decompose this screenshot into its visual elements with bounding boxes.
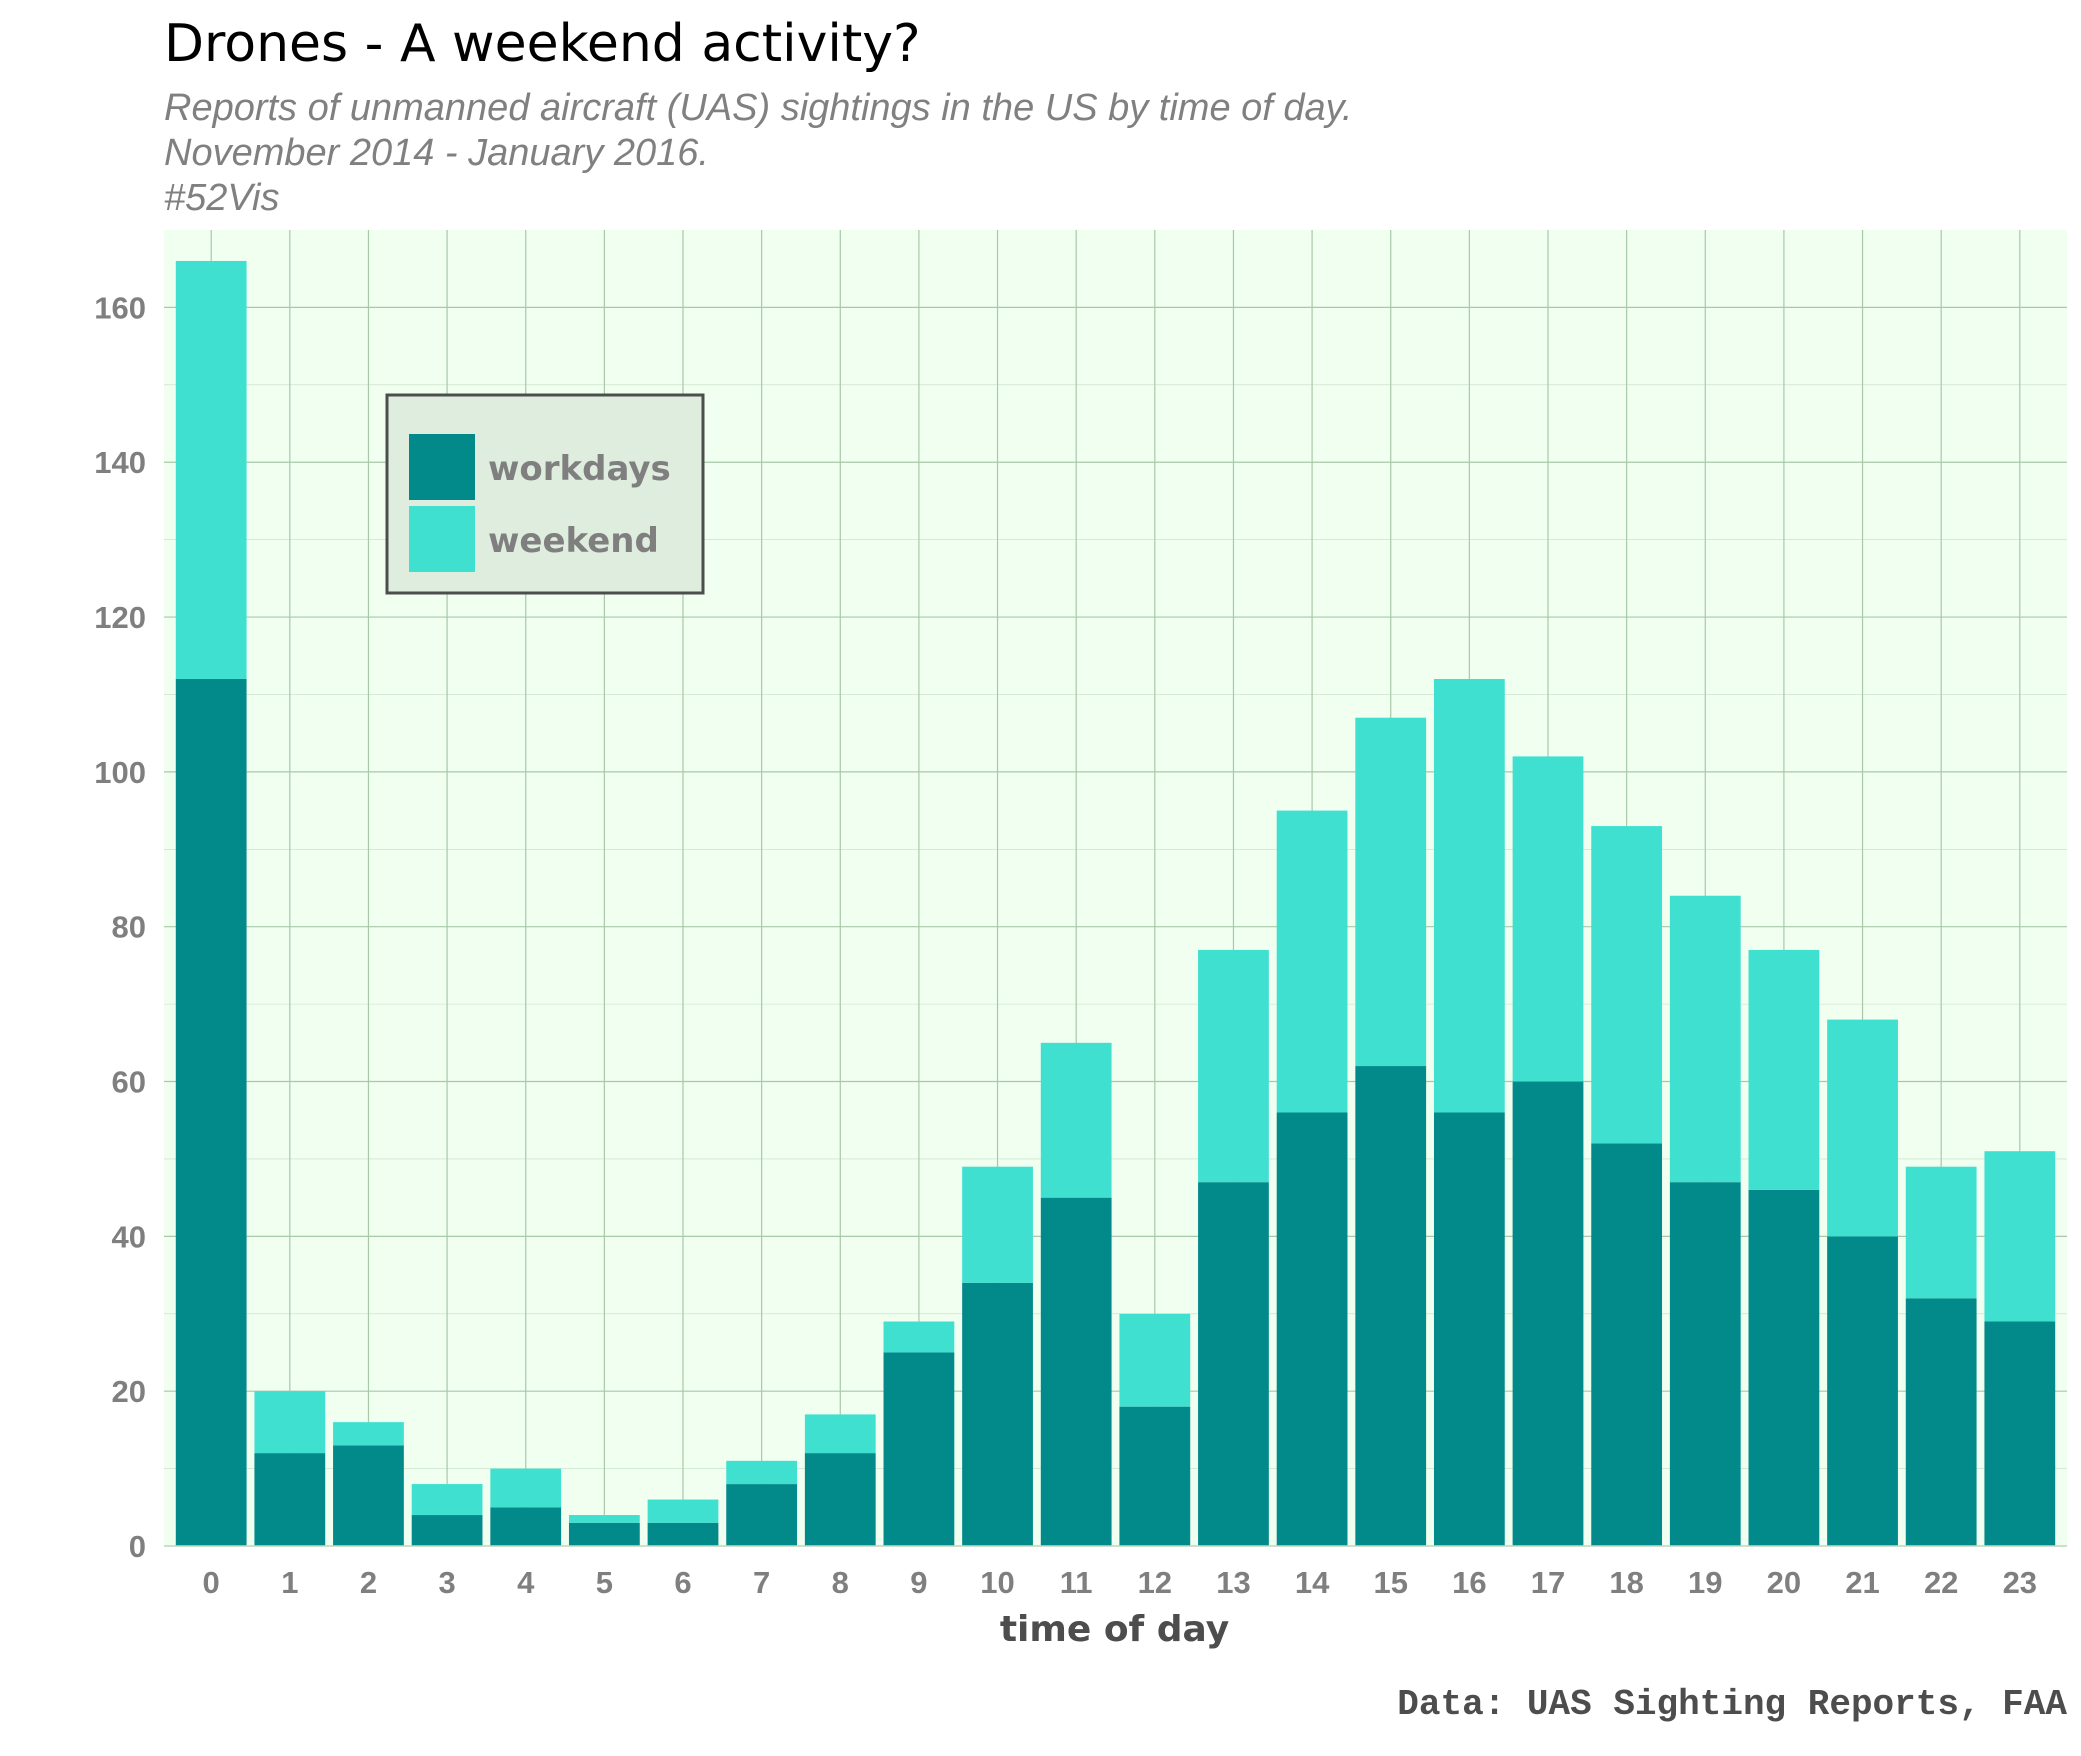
- bar-weekend: [1198, 949, 1269, 1183]
- bar-workdays: [1905, 1298, 1977, 1546]
- bar-workdays: [411, 1515, 483, 1546]
- x-tick-label: 19: [1688, 1565, 1722, 1600]
- x-tick-label: 7: [753, 1565, 770, 1600]
- bar-weekend: [411, 1484, 483, 1516]
- bar-weekend: [1905, 1166, 1977, 1299]
- x-tick-label: 17: [1531, 1565, 1565, 1600]
- subtitle-line: #52Vis: [164, 177, 280, 219]
- legend-label-workdays: workdays: [488, 449, 671, 489]
- x-tick-label: 18: [1609, 1565, 1643, 1600]
- legend: workdays weekend: [385, 393, 705, 595]
- subtitle-line: Reports of unmanned aircraft (UAS) sight…: [164, 87, 1353, 129]
- x-tick-label: 11: [1060, 1565, 1093, 1600]
- x-tick-label: 23: [2003, 1565, 2037, 1600]
- legend-key-workdays: [409, 434, 475, 500]
- subtitle-line: November 2014 - January 2016.: [164, 132, 709, 174]
- y-tick-label: 20: [112, 1374, 146, 1409]
- bar-workdays: [1591, 1143, 1663, 1546]
- bar-weekend: [726, 1460, 798, 1485]
- bar-workdays: [962, 1282, 1033, 1546]
- x-axis: 0 1 2 3 4 5 6 7 8 9 10 11 12 13 14 15 16 17 18 19 20 21 22 23: [203, 1565, 2038, 1600]
- bar-workdays: [254, 1453, 326, 1546]
- bar-weekend: [883, 1321, 955, 1353]
- y-tick-label: 40: [112, 1219, 146, 1254]
- bar-weekend: [490, 1468, 562, 1508]
- bar-weekend: [1512, 756, 1584, 1082]
- bar-workdays: [1669, 1182, 1741, 1546]
- bar-workdays: [568, 1522, 640, 1546]
- bars: [175, 260, 2056, 1546]
- bar-workdays: [1040, 1197, 1112, 1546]
- bar-weekend: [1119, 1313, 1191, 1407]
- bar-workdays: [1198, 1182, 1269, 1546]
- bar-weekend: [804, 1414, 876, 1454]
- x-tick-label: 21: [1845, 1565, 1879, 1600]
- bar-weekend: [647, 1499, 719, 1523]
- x-tick-label: 3: [438, 1565, 455, 1600]
- x-tick-label: 2: [360, 1565, 377, 1600]
- bar-weekend: [175, 260, 247, 679]
- chart-subtitle: Reports of unmanned aircraft (UAS) sight…: [164, 86, 1352, 221]
- bar-weekend: [1355, 717, 1427, 1067]
- bar-workdays: [647, 1522, 719, 1546]
- bar-weekend: [962, 1166, 1033, 1283]
- x-axis-title: time of day: [1000, 1609, 1229, 1650]
- y-tick-label: 120: [94, 600, 146, 635]
- bar-weekend: [1433, 678, 1505, 1113]
- bar-workdays: [1119, 1406, 1191, 1546]
- chart-title: Drones - A weekend activity?: [164, 14, 921, 74]
- bar-weekend: [254, 1391, 326, 1454]
- y-tick-label: 140: [94, 445, 146, 480]
- bar-weekend: [1276, 810, 1348, 1113]
- bar-workdays: [883, 1352, 955, 1546]
- bar-workdays: [1827, 1236, 1898, 1546]
- bar-weekend: [333, 1422, 404, 1446]
- bar-weekend: [1984, 1151, 2056, 1322]
- x-tick-label: 15: [1373, 1565, 1407, 1600]
- x-tick-label: 14: [1295, 1565, 1330, 1600]
- bar-workdays: [1748, 1189, 1820, 1546]
- y-tick-label: 80: [112, 910, 146, 945]
- x-tick-label: 9: [910, 1565, 927, 1600]
- bar-workdays: [804, 1453, 876, 1546]
- x-tick-label: 8: [832, 1565, 849, 1600]
- y-tick-label: 0: [129, 1529, 146, 1564]
- x-tick-label: 20: [1767, 1565, 1801, 1600]
- bar-workdays: [1355, 1066, 1427, 1546]
- x-tick-label: 4: [517, 1565, 535, 1600]
- bar-workdays: [1512, 1081, 1584, 1546]
- y-tick-label: 100: [94, 755, 146, 790]
- bar-weekend: [1827, 1019, 1898, 1237]
- x-tick-label: 16: [1452, 1565, 1486, 1600]
- bar-weekend: [1040, 1042, 1112, 1198]
- bar-workdays: [333, 1445, 404, 1546]
- y-tick-label: 60: [112, 1065, 146, 1100]
- bar-workdays: [1276, 1112, 1348, 1546]
- bar-weekend: [1591, 826, 1663, 1144]
- bar-weekend: [1669, 895, 1741, 1183]
- x-tick-label: 13: [1216, 1565, 1250, 1600]
- y-tick-label: 160: [94, 290, 146, 325]
- x-tick-label: 22: [1924, 1565, 1958, 1600]
- bar-workdays: [1984, 1321, 2056, 1546]
- bar-workdays: [726, 1484, 798, 1546]
- legend-label-weekend: weekend: [488, 521, 659, 561]
- y-axis: 0 20 40 60 80 100 120 140 160: [94, 290, 146, 1564]
- bar-workdays: [1433, 1112, 1505, 1546]
- x-tick-label: 12: [1138, 1565, 1172, 1600]
- legend-key-weekend: [409, 506, 475, 572]
- x-tick-label: 0: [203, 1565, 220, 1600]
- x-tick-label: 5: [596, 1565, 613, 1600]
- bar-weekend: [568, 1515, 640, 1523]
- data-source-caption: Data: UAS Sighting Reports, FAA: [1397, 1684, 2067, 1725]
- bar-workdays: [175, 678, 247, 1546]
- x-tick-label: 10: [980, 1565, 1014, 1600]
- bar-workdays: [490, 1507, 562, 1546]
- bar-weekend: [1748, 949, 1820, 1190]
- x-tick-label: 1: [281, 1565, 298, 1600]
- x-tick-label: 6: [674, 1565, 691, 1600]
